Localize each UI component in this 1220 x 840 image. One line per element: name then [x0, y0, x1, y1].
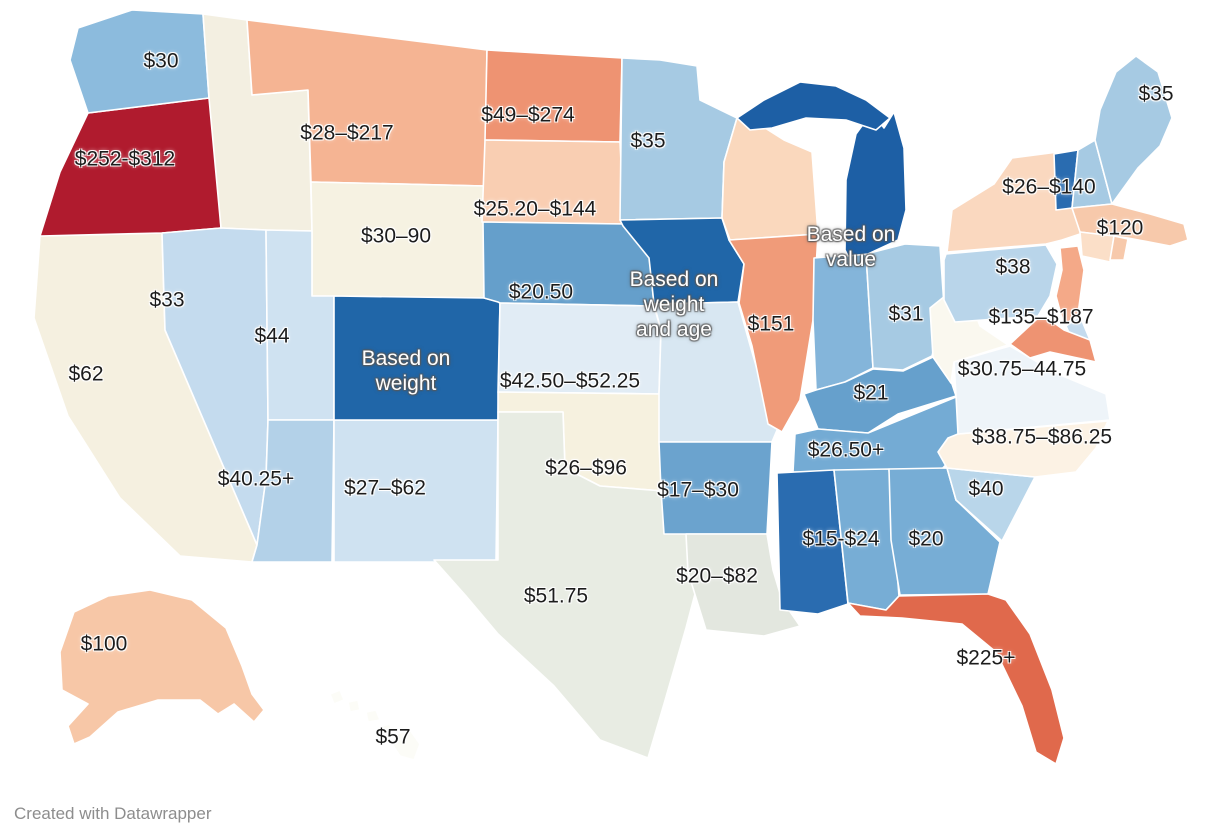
state-AR[interactable]: [658, 441, 773, 535]
state-HI[interactable]: [329, 689, 345, 705]
state-KS[interactable]: [497, 302, 662, 395]
choropleth-map: $62 $252-$312 $30 $28–$217 $30–90 $33 $44 $40.2…: [33, 9, 1189, 765]
state-NC[interactable]: [937, 420, 1109, 478]
state-WY[interactable]: [310, 181, 486, 299]
state-MN[interactable]: [619, 57, 738, 221]
state-AK[interactable]: [59, 589, 265, 745]
state-TX[interactable]: [433, 411, 705, 759]
datawrapper-credit[interactable]: Created with Datawrapper: [14, 804, 212, 823]
state-MI[interactable]: [844, 111, 907, 257]
state-FL[interactable]: [847, 593, 1065, 765]
state-HI[interactable]: [381, 723, 393, 735]
state-HI[interactable]: [365, 709, 381, 723]
state-ME[interactable]: [1094, 55, 1173, 205]
state-LA[interactable]: [685, 533, 801, 637]
state-SD[interactable]: [481, 139, 625, 225]
state-HI[interactable]: [391, 729, 421, 761]
state-MO[interactable]: [653, 301, 779, 443]
state-WA[interactable]: [69, 9, 210, 114]
state-MI[interactable]: [736, 81, 891, 131]
state-RI[interactable]: [1109, 235, 1129, 261]
state-CO[interactable]: [333, 295, 501, 421]
state-ND[interactable]: [484, 49, 623, 143]
state-NJ[interactable]: [1055, 245, 1085, 327]
state-CT[interactable]: [1079, 231, 1115, 263]
state-IN[interactable]: [812, 253, 874, 391]
state-VA[interactable]: [953, 345, 1111, 435]
state-NE[interactable]: [482, 221, 655, 307]
state-WI[interactable]: [721, 117, 819, 241]
state-NM[interactable]: [333, 419, 499, 563]
state-HI[interactable]: [347, 699, 361, 713]
state-PA[interactable]: [943, 244, 1058, 323]
state-OR[interactable]: [39, 97, 222, 237]
state-MS[interactable]: [776, 469, 849, 615]
state-MD[interactable]: [1009, 317, 1097, 363]
us-map-svg: [33, 9, 1189, 765]
